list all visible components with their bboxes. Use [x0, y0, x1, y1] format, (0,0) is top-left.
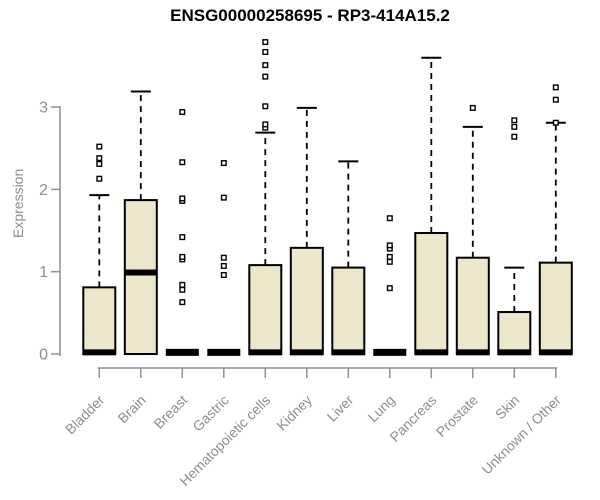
outlier-unknown-other — [552, 119, 559, 126]
outlier-breast — [179, 195, 186, 202]
outlier-bladder — [96, 143, 103, 150]
box-pancreas — [414, 232, 449, 355]
outlier-bladder — [96, 175, 103, 182]
y-tick-label: 1 — [39, 264, 48, 281]
y-axis-label: Expression — [10, 168, 26, 238]
median-prostate — [456, 349, 490, 356]
outlier-prostate — [469, 104, 476, 111]
median-unknown-other — [539, 349, 573, 356]
x-tick-label-kidney: Kidney — [273, 392, 315, 434]
box-unknown-other — [538, 261, 573, 355]
x-tick-label-lung: Lung — [365, 392, 398, 425]
box-skin — [497, 311, 532, 356]
median-hematopoietic-cells — [248, 349, 282, 356]
box-bladder — [82, 286, 117, 356]
outlier-breast — [179, 234, 186, 241]
outlier-lung — [386, 242, 393, 249]
outlier-lung — [386, 285, 393, 292]
outlier-gastric — [220, 262, 227, 269]
outlier-hematopoietic-cells — [262, 73, 269, 80]
x-tick-label-skin: Skin — [492, 392, 523, 423]
x-tick-label-liver: Liver — [324, 392, 357, 425]
box-kidney — [289, 246, 324, 355]
outlier-breast — [179, 286, 186, 293]
outlier-gastric — [220, 194, 227, 201]
outlier-lung — [386, 215, 393, 222]
outlier-breast — [179, 253, 186, 260]
median-brain — [124, 269, 158, 276]
outlier-hematopoietic-cells — [262, 103, 269, 110]
median-liver — [331, 349, 365, 356]
outlier-breast — [179, 109, 186, 116]
outlier-breast — [179, 281, 186, 288]
y-tick-label: 3 — [39, 100, 48, 117]
y-tick-label: 2 — [39, 182, 48, 199]
chart-title: ENSG00000258695 - RP3-414A15.2 — [170, 6, 450, 25]
median-skin — [497, 349, 531, 356]
outlier-breast — [179, 299, 186, 306]
outlier-gastric — [220, 254, 227, 261]
outlier-hematopoietic-cells — [262, 121, 269, 128]
outlier-lung — [386, 258, 393, 265]
y-tick-label: 0 — [39, 347, 48, 364]
outlier-unknown-other — [552, 84, 559, 91]
median-breast — [165, 348, 199, 356]
outlier-hematopoietic-cells — [262, 39, 269, 46]
outlier-breast — [179, 159, 186, 166]
outlier-bladder — [96, 160, 103, 167]
outlier-lung — [386, 253, 393, 260]
x-tick-label-bladder: Bladder — [62, 392, 108, 438]
x-tick-label-breast: Breast — [150, 392, 190, 432]
outlier-skin — [511, 117, 518, 124]
box-liver — [331, 266, 366, 355]
outlier-hematopoietic-cells — [262, 62, 269, 69]
box-brain — [123, 199, 158, 355]
median-pancreas — [414, 349, 448, 356]
outlier-bladder — [96, 155, 103, 162]
outlier-skin — [511, 133, 518, 140]
x-tick-label-unknown-other: Unknown / Other — [478, 392, 564, 478]
outlier-gastric — [220, 271, 227, 278]
x-tick-label-brain: Brain — [114, 392, 148, 426]
box-prostate — [455, 256, 490, 356]
median-lung — [373, 348, 407, 356]
outlier-unknown-other — [552, 96, 559, 103]
x-tick-label-prostate: Prostate — [433, 392, 481, 440]
outlier-skin — [511, 123, 518, 130]
outlier-gastric — [220, 160, 227, 167]
outlier-hematopoietic-cells — [262, 48, 269, 55]
box-hematopoietic-cells — [248, 264, 283, 355]
median-bladder — [82, 349, 116, 356]
median-kidney — [290, 349, 324, 356]
median-gastric — [207, 348, 241, 356]
